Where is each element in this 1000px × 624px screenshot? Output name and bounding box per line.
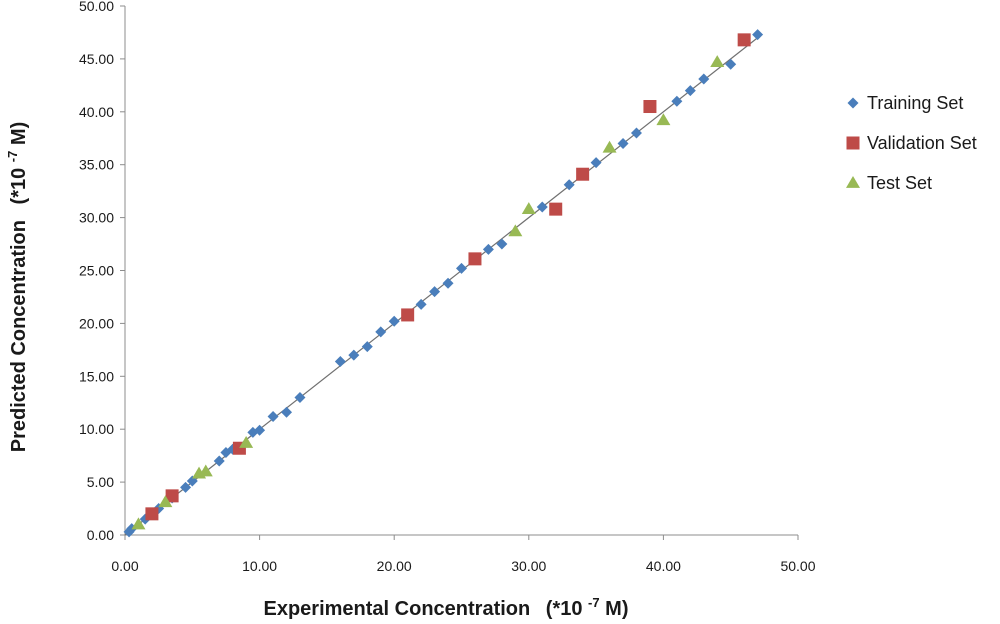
data-points [123, 29, 764, 538]
x-axis-title-text: Experimental Concentration [264, 598, 531, 620]
data-point [281, 406, 293, 418]
data-point [617, 138, 629, 150]
x-axis-title: Experimental Concentration (*10 -7 M) [264, 590, 629, 620]
data-point [180, 481, 192, 493]
y-axis-title-unit: (*10 [8, 168, 30, 205]
data-point [158, 495, 173, 508]
data-point [602, 140, 617, 153]
y-axis-title-text: Predicted Concentration [8, 220, 30, 452]
x-tick-label: 10.00 [242, 558, 277, 574]
data-point [468, 252, 482, 266]
x-tick-label: 30.00 [511, 558, 546, 574]
legend-marker [846, 176, 860, 188]
data-point [643, 100, 657, 114]
data-point [521, 202, 536, 215]
data-point [725, 58, 737, 70]
legend-label: Training Set [867, 93, 963, 113]
series-validation-set [145, 33, 751, 521]
y-tick-label: 15.00 [79, 368, 114, 384]
data-point [213, 455, 225, 467]
data-point [294, 391, 306, 403]
y-tick-label: 35.00 [79, 157, 114, 173]
data-point [698, 73, 710, 85]
legend-label: Validation Set [867, 133, 977, 153]
data-point [198, 464, 213, 477]
data-point [348, 349, 360, 361]
x-axis-title-exponent: -7 [588, 595, 600, 610]
data-point [334, 355, 346, 367]
data-point [254, 424, 266, 436]
y-tick-label: 20.00 [79, 315, 114, 331]
x-tick-label: 40.00 [646, 558, 681, 574]
data-point [737, 33, 751, 47]
x-axis-ticks: 0.00 10.00 20.00 30.00 40.00 50.00 [111, 535, 816, 574]
data-point [496, 238, 508, 250]
data-point [508, 224, 523, 237]
y-axis-ticks: 0.00 5.00 10.00 15.00 20.00 25.00 30.00 35.00 40… [79, 0, 125, 543]
y-tick-label: 10.00 [79, 421, 114, 437]
x-tick-label: 0.00 [111, 558, 138, 574]
data-point [684, 85, 696, 97]
x-tick-label: 50.00 [780, 558, 815, 574]
data-point [549, 202, 563, 216]
y-axis-title-tail: M) [8, 122, 30, 145]
y-tick-label: 0.00 [87, 527, 114, 543]
data-point [752, 29, 764, 41]
x-axis-title-unit: (*10 [546, 598, 583, 620]
data-point [576, 167, 590, 181]
data-point [375, 326, 387, 338]
legend: Training Set Validation Set Test Set [846, 93, 977, 193]
legend-label: Test Set [867, 173, 932, 193]
data-point [131, 517, 146, 530]
y-tick-label: 50.00 [79, 0, 114, 14]
data-point [145, 507, 159, 521]
plot-area: 0.00 10.00 20.00 30.00 40.00 50.00 0.00 5.00 10… [79, 0, 816, 574]
y-tick-label: 45.00 [79, 51, 114, 67]
y-tick-label: 5.00 [87, 474, 114, 490]
data-point [415, 298, 427, 310]
data-point [656, 113, 671, 126]
y-axis-title-exponent: -7 [5, 151, 20, 163]
series-training-set [123, 29, 764, 538]
data-point [710, 55, 725, 67]
legend-marker [847, 97, 859, 109]
data-point [388, 315, 400, 327]
x-tick-label: 20.00 [377, 558, 412, 574]
data-point [536, 201, 548, 213]
data-point [429, 286, 441, 298]
data-point [401, 308, 415, 322]
y-tick-label: 25.00 [79, 263, 114, 279]
data-point [165, 489, 179, 503]
data-point [590, 157, 602, 169]
data-point [563, 179, 575, 191]
data-point [482, 243, 494, 255]
data-point [239, 435, 254, 448]
y-axis-title: Predicted Concentration (*10 -7 M) [0, 122, 30, 453]
series-test-set [131, 55, 725, 530]
y-tick-label: 30.00 [79, 210, 114, 226]
legend-marker [846, 136, 860, 150]
data-point [442, 277, 454, 289]
data-point [630, 127, 642, 139]
y-tick-label: 40.00 [79, 104, 114, 120]
x-axis-title-tail: M) [605, 598, 628, 620]
data-point [267, 411, 279, 423]
data-point [361, 341, 373, 353]
data-point [456, 262, 467, 274]
data-point [671, 95, 683, 107]
